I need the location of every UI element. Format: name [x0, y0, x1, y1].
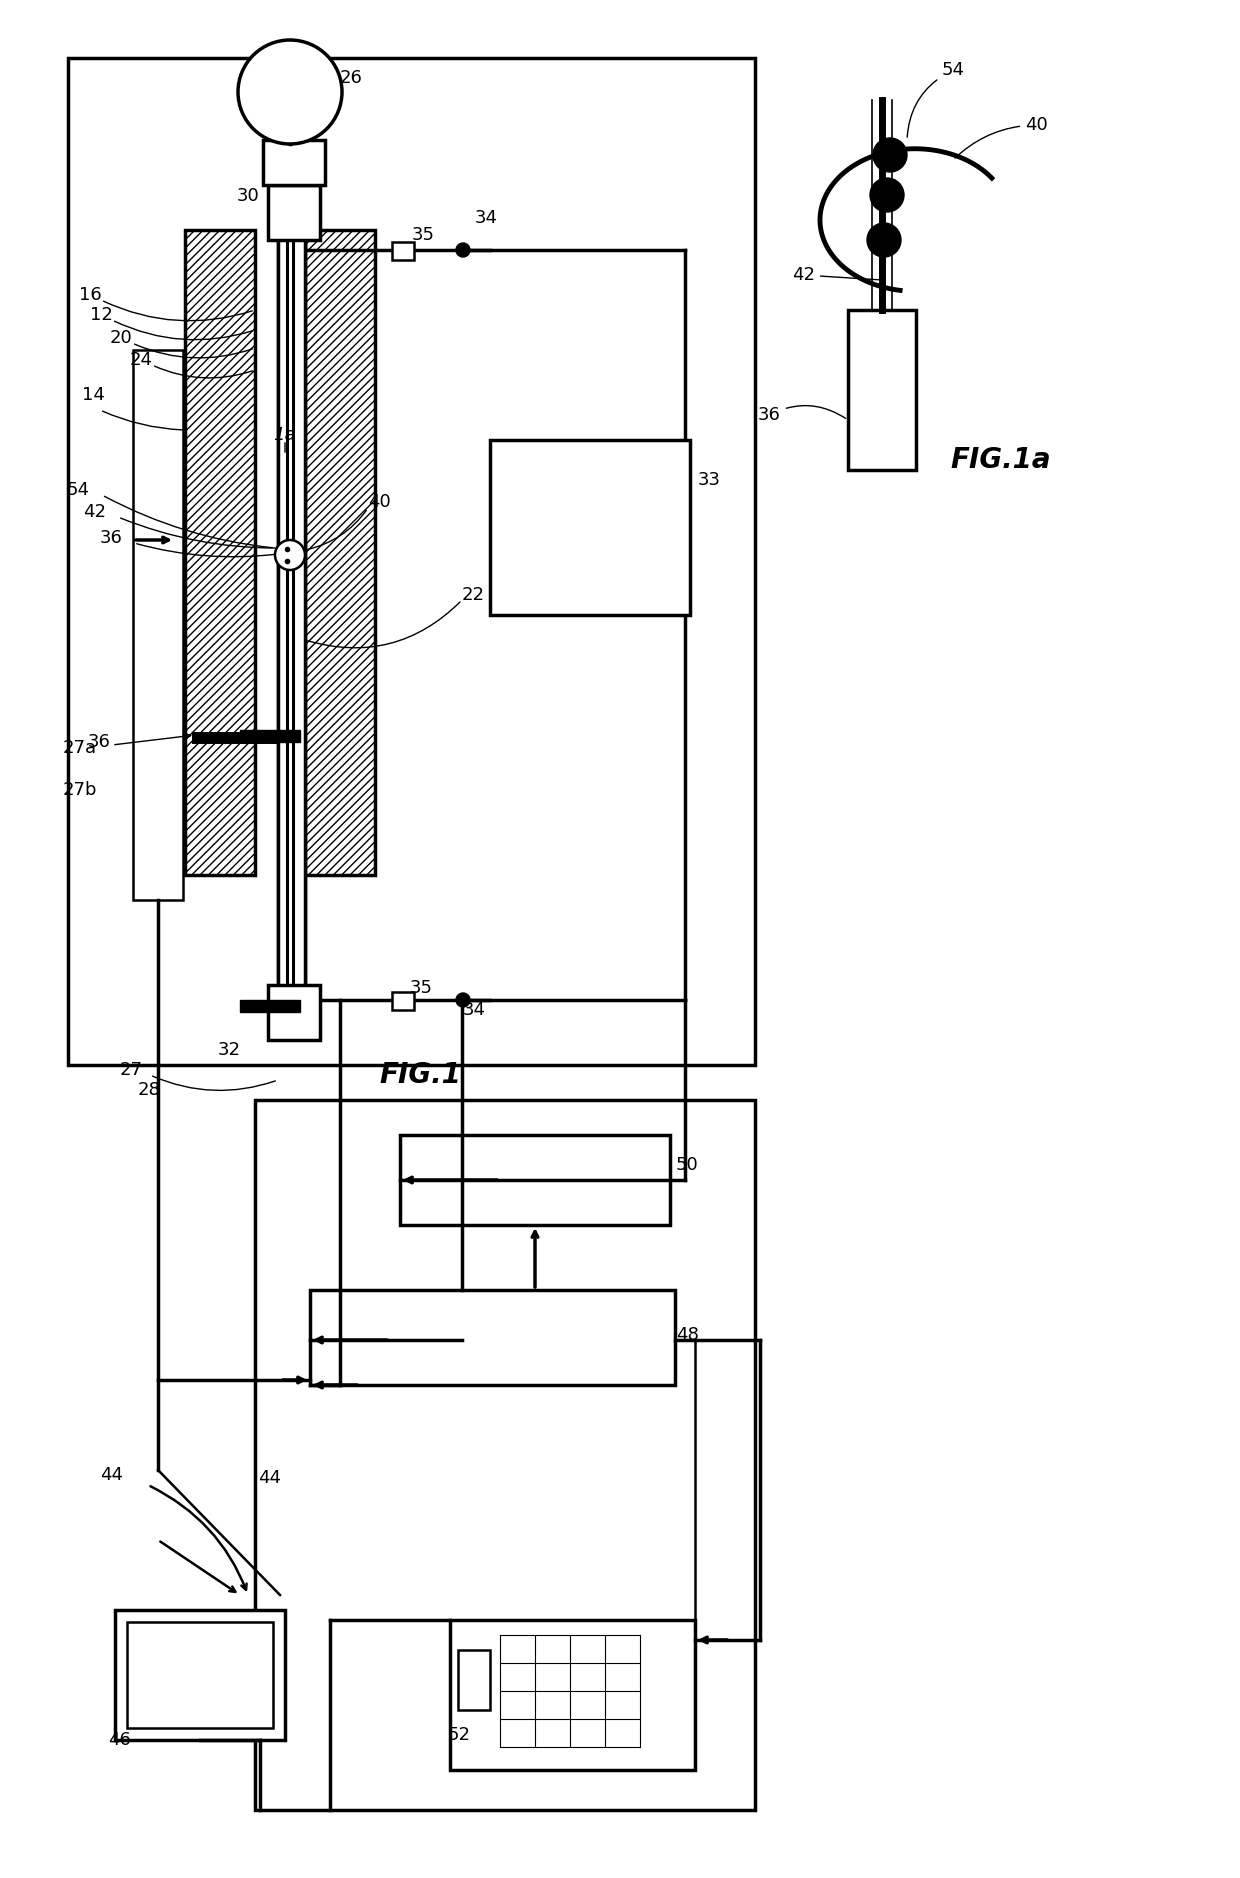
Text: 1a: 1a	[273, 426, 295, 443]
Text: 22: 22	[463, 586, 485, 605]
Bar	[241, 999, 300, 1012]
Text: 35: 35	[410, 978, 433, 997]
Text: FIG.1a: FIG.1a	[950, 445, 1050, 473]
Circle shape	[275, 541, 305, 571]
Bar	[310, 1290, 675, 1384]
Circle shape	[870, 178, 904, 212]
Text: 12: 12	[91, 306, 113, 325]
Text: 34: 34	[463, 1001, 486, 1020]
Bar	[115, 1609, 285, 1741]
Bar	[458, 1651, 490, 1711]
Text: 48: 48	[676, 1326, 699, 1345]
Text: 44: 44	[258, 1469, 281, 1487]
Text: 35: 35	[412, 225, 435, 244]
Circle shape	[867, 223, 901, 257]
Text: 50: 50	[676, 1157, 699, 1174]
Circle shape	[238, 39, 342, 145]
Text: 36: 36	[758, 406, 846, 424]
Text: 27b: 27b	[63, 781, 98, 798]
Text: 36: 36	[100, 530, 123, 546]
Text: 42: 42	[83, 503, 105, 520]
Bar	[68, 58, 755, 1065]
Text: 27: 27	[120, 1061, 143, 1080]
Text: 24: 24	[130, 351, 153, 368]
Text: 40: 40	[955, 116, 1048, 158]
Bar	[848, 310, 916, 470]
Bar	[185, 229, 255, 875]
Circle shape	[873, 137, 906, 173]
Text: 28: 28	[138, 1082, 161, 1099]
Text: 54: 54	[67, 481, 91, 500]
Text: 16: 16	[79, 285, 102, 304]
Bar	[126, 1623, 273, 1728]
Text: 54: 54	[908, 60, 965, 137]
Text: 44: 44	[100, 1467, 123, 1484]
Text: 40: 40	[368, 494, 391, 511]
Circle shape	[456, 242, 470, 257]
Bar	[241, 731, 300, 742]
Text: 14: 14	[82, 387, 105, 404]
Text: 46: 46	[108, 1732, 131, 1748]
Bar	[263, 141, 325, 186]
Text: 34: 34	[475, 208, 498, 227]
Bar	[278, 141, 305, 1010]
Text: FIG.1: FIG.1	[379, 1061, 461, 1089]
Bar	[401, 1134, 670, 1224]
Bar	[255, 1101, 755, 1810]
Bar	[450, 1621, 694, 1769]
Text: 36: 36	[88, 732, 110, 751]
Bar	[133, 349, 184, 900]
Text: 32: 32	[218, 1040, 241, 1059]
Text: 20: 20	[110, 329, 133, 347]
Text: 42: 42	[792, 267, 879, 284]
Text: 33: 33	[698, 471, 720, 488]
Circle shape	[456, 993, 470, 1007]
Text: 52: 52	[448, 1726, 471, 1745]
Text: 26: 26	[340, 69, 363, 86]
Bar	[305, 229, 374, 875]
Text: 30: 30	[237, 188, 259, 205]
Bar	[268, 186, 320, 240]
Bar	[392, 992, 414, 1010]
Bar	[392, 242, 414, 259]
Bar	[490, 439, 689, 614]
Text: 27a: 27a	[63, 740, 97, 757]
Text: 18: 18	[264, 139, 286, 158]
Bar	[278, 141, 305, 1010]
Bar	[268, 984, 320, 1040]
